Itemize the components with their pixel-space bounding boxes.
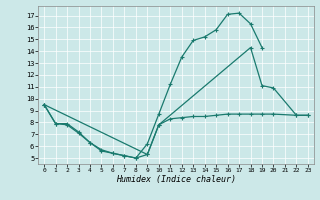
X-axis label: Humidex (Indice chaleur): Humidex (Indice chaleur) bbox=[116, 175, 236, 184]
